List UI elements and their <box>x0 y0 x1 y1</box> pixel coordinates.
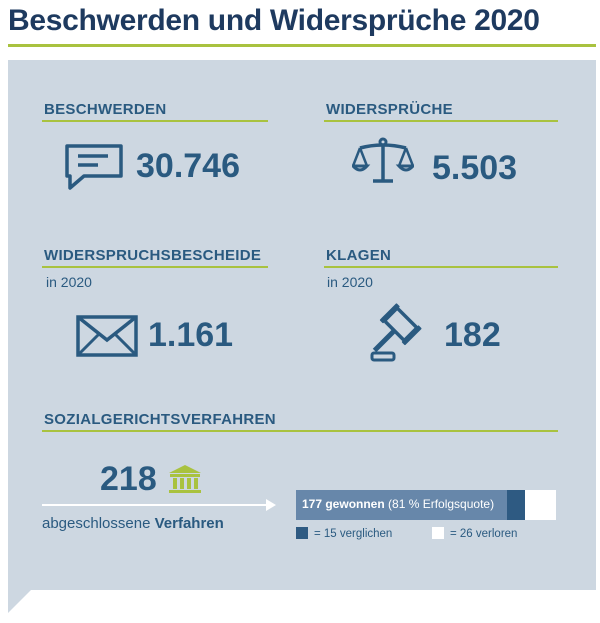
speech-tail <box>8 589 32 613</box>
envelope-icon <box>76 315 138 357</box>
klagen-rule <box>324 266 558 268</box>
page-title: Beschwerden und Widersprüche 2020 <box>8 4 540 37</box>
legend-swatch-lost <box>432 527 444 539</box>
gavel-icon <box>370 303 434 365</box>
widerspruchsbescheide-subtitle: in 2020 <box>46 274 92 290</box>
bar-segment-won <box>296 490 507 520</box>
courthouse-icon <box>168 464 202 494</box>
widerspruchsbescheide-heading: WIDERSPRUCHSBESCHEIDE <box>44 247 262 264</box>
legend-settled: = 15 verglichen <box>296 527 392 540</box>
won-rest: (81 % Erfolgsquote) <box>384 497 495 511</box>
speech-bubble-icon <box>64 143 124 191</box>
arrow-head <box>266 499 276 511</box>
sozialgericht-value: 218 <box>100 460 157 498</box>
widerspruchsbescheide-value: 1.161 <box>148 316 234 354</box>
closed-cases-label: abgeschlossene Verfahren <box>42 515 224 532</box>
widersprueche-value: 5.503 <box>432 149 518 187</box>
legend-lost-text: = 26 verloren <box>450 528 518 540</box>
legend-lost: = 26 verloren <box>432 527 517 540</box>
bar-label: 177 gewonnen (81 % Erfolgsquote) <box>302 497 494 511</box>
bar-segment-settled <box>507 490 525 520</box>
beschwerden-heading: BESCHWERDEN <box>44 101 167 118</box>
sozialgericht-rule <box>42 430 558 432</box>
title-underline <box>8 44 596 47</box>
widerspruchsbescheide-rule <box>42 266 268 268</box>
closed-prefix: abgeschlossene <box>42 515 155 532</box>
klagen-value: 182 <box>444 316 501 354</box>
klagen-subtitle: in 2020 <box>327 274 373 290</box>
beschwerden-rule <box>42 120 268 122</box>
sozialgericht-heading: SOZIALGERICHTSVERFAHREN <box>44 411 276 428</box>
outcome-bar: 177 gewonnen (81 % Erfolgsquote) <box>296 490 556 520</box>
arrow-line <box>42 504 268 506</box>
scales-icon <box>352 136 414 188</box>
widersprueche-heading: WIDERSPRÜCHE <box>326 101 453 118</box>
won-bold: 177 gewonnen <box>302 497 385 511</box>
legend-settled-text: = 15 verglichen <box>314 528 393 540</box>
widersprueche-rule <box>324 120 558 122</box>
beschwerden-value: 30.746 <box>136 147 240 185</box>
closed-bold: Verfahren <box>154 515 224 532</box>
legend-swatch-settled <box>296 527 308 539</box>
klagen-heading: KLAGEN <box>326 247 392 264</box>
